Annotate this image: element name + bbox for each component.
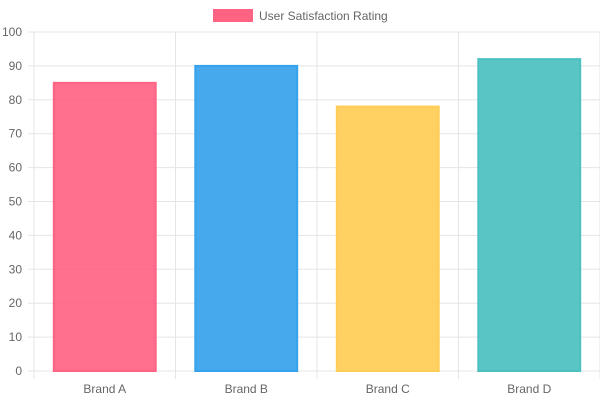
x-tick-label: Brand D [507,382,551,396]
x-axis: Brand A Brand B Brand C Brand D [83,382,551,396]
bar [477,58,582,373]
legend-swatch [213,9,253,22]
y-tick-label: 30 [9,262,23,276]
bars [52,58,582,373]
bar [335,105,440,373]
bar [194,64,299,373]
x-tick-label: Brand B [225,382,268,396]
y-tick-label: 0 [15,364,22,378]
y-tick-label: 80 [9,93,23,107]
legend[interactable]: User Satisfaction Rating [213,9,388,23]
y-tick-label: 50 [9,195,23,209]
y-tick-label: 60 [9,161,23,175]
y-tick-label: 10 [9,330,23,344]
y-axis: 0 10 20 30 40 50 60 70 80 90 100 [2,25,22,378]
y-tick-label: 40 [9,228,23,242]
bar [52,81,157,372]
y-tick-label: 20 [9,296,23,310]
x-tick-label: Brand A [83,382,126,396]
y-tick-label: 100 [2,25,22,39]
legend-label: User Satisfaction Rating [259,9,388,23]
y-tick-label: 90 [9,59,23,73]
y-tick-label: 70 [9,127,23,141]
x-tick-label: Brand C [366,382,410,396]
